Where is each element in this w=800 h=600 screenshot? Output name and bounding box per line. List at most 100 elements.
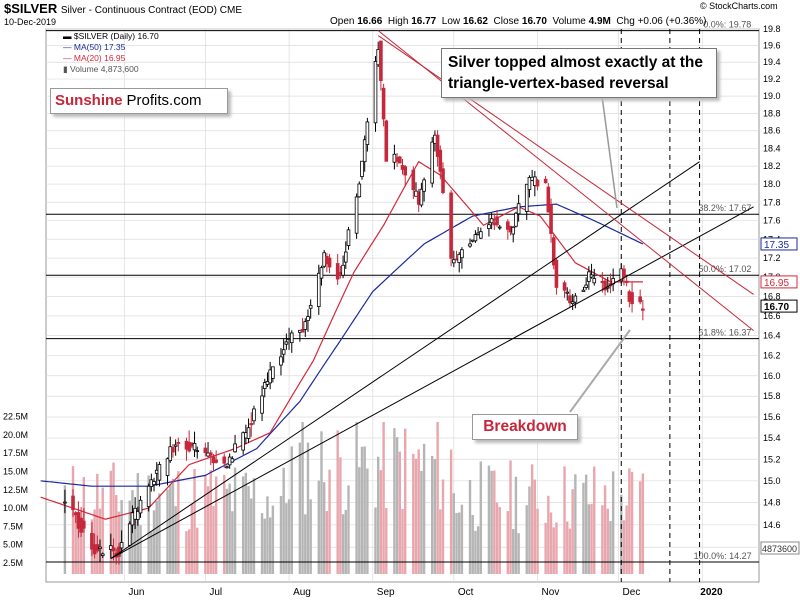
candle-body	[327, 257, 332, 268]
volume-bar	[96, 473, 99, 574]
volume-bar	[336, 430, 339, 574]
y-tick-label: 14.8	[763, 498, 781, 508]
volume-bar	[568, 528, 572, 574]
volume-bar	[498, 507, 501, 574]
fib-level-label: 100.0%: 14.27	[694, 551, 752, 561]
volume-bar	[271, 505, 275, 574]
close-value: 16.70	[521, 16, 547, 27]
candle-body	[514, 212, 518, 227]
volume-bar	[228, 483, 231, 574]
y-tick-label: 15.0	[763, 476, 781, 486]
volume-bar	[252, 478, 256, 574]
legend-ma50: — MA(50) 17.35	[63, 42, 126, 52]
y-tick-label: 19.6	[763, 41, 781, 51]
volume-tick-label: 20.0M	[3, 430, 28, 440]
y-tick-label: 15.6	[763, 412, 781, 422]
candle-body	[549, 204, 553, 234]
volume-bar	[196, 527, 199, 574]
volume-tick-label: 22.5M	[3, 412, 28, 422]
legend-volume: ▮ Volume 4,873,600	[63, 64, 139, 74]
candle-body	[422, 179, 426, 192]
volume-bar	[117, 511, 121, 574]
candle-body	[176, 442, 181, 444]
candle-body	[562, 282, 567, 291]
volume-bar	[479, 461, 483, 574]
candle-body	[516, 203, 521, 215]
volume-bar	[115, 495, 118, 574]
volume-bar	[63, 485, 67, 574]
candle-body	[551, 237, 556, 266]
volume-bar	[169, 484, 172, 574]
volume-bar	[174, 506, 177, 574]
volume-bar	[528, 486, 531, 574]
y-tick-label: 19.0	[763, 91, 781, 101]
x-tick-label: Aug	[293, 587, 311, 598]
candle-body	[565, 291, 570, 294]
candle-body	[638, 296, 642, 303]
candle-body	[319, 267, 324, 279]
candle-body	[303, 321, 308, 330]
candle-body	[419, 188, 424, 206]
volume-bar	[266, 496, 269, 574]
candle-body	[535, 179, 540, 187]
y-tick-label: 18.0	[763, 179, 781, 189]
candle-body	[592, 278, 597, 284]
x-tick-label: Sep	[377, 587, 395, 598]
y-tick-label: 16.2	[763, 351, 781, 361]
x-tick-label: Nov	[542, 587, 560, 598]
volume-tick-label: 7.5M	[3, 521, 23, 531]
candle-body	[473, 234, 478, 242]
candle-body	[173, 444, 178, 447]
chart-date: 10-Dec-2019	[4, 17, 57, 27]
symbol-subtitle: Silver - Continuous Contract (EOD) CME	[60, 5, 243, 16]
volume-bar	[525, 505, 528, 574]
candle-body	[98, 546, 102, 550]
low-value: 16.62	[462, 16, 488, 27]
candle-body	[527, 177, 532, 190]
volume-bar	[603, 485, 607, 574]
trendline-black-upper	[110, 161, 700, 559]
volume-bar	[455, 512, 458, 574]
candle-body	[187, 441, 191, 452]
y-tick-label: 19.2	[763, 74, 781, 84]
candle-body	[384, 120, 389, 162]
volume-bar	[606, 508, 609, 574]
volume-bar	[433, 459, 437, 574]
volume-bar	[101, 487, 104, 574]
volume-bar	[512, 529, 515, 574]
volume-badge-label: 4873600	[762, 544, 797, 554]
volume-bar	[363, 446, 366, 574]
candle-body	[546, 186, 551, 213]
volume-bar	[490, 470, 493, 574]
candle-body	[90, 532, 94, 550]
price-badge	[760, 275, 798, 289]
candle-body	[165, 458, 170, 476]
candle-body	[438, 149, 443, 172]
fib-level-label: 0.0%: 19.78	[703, 20, 751, 30]
change-value: +0.06 (+0.36%)	[637, 16, 707, 27]
candle-body	[335, 263, 340, 280]
volume-bar	[436, 422, 439, 574]
volume-bar	[590, 503, 593, 574]
volume-bar	[549, 512, 553, 574]
volume-bar	[268, 517, 272, 574]
candle-body	[411, 169, 416, 191]
volume-badge	[760, 541, 800, 555]
candle-body	[195, 450, 200, 453]
volume-bar	[185, 531, 188, 574]
volume-bar	[339, 457, 342, 574]
volume-bar	[212, 505, 215, 574]
volume-bar	[233, 467, 237, 574]
sunshine-profits-logo: Sunshine Profits.com	[50, 88, 228, 114]
candle-body	[138, 499, 143, 514]
candle-body	[441, 168, 445, 193]
x-tick-label: Jun	[128, 587, 144, 598]
volume-bar	[439, 509, 442, 574]
candle-body	[468, 243, 472, 247]
volume-bar	[282, 467, 285, 574]
candle-body	[568, 295, 572, 304]
candle-body	[543, 178, 548, 184]
candle-body	[381, 87, 386, 120]
volume-bar	[611, 471, 615, 574]
volume-bar	[555, 522, 558, 574]
